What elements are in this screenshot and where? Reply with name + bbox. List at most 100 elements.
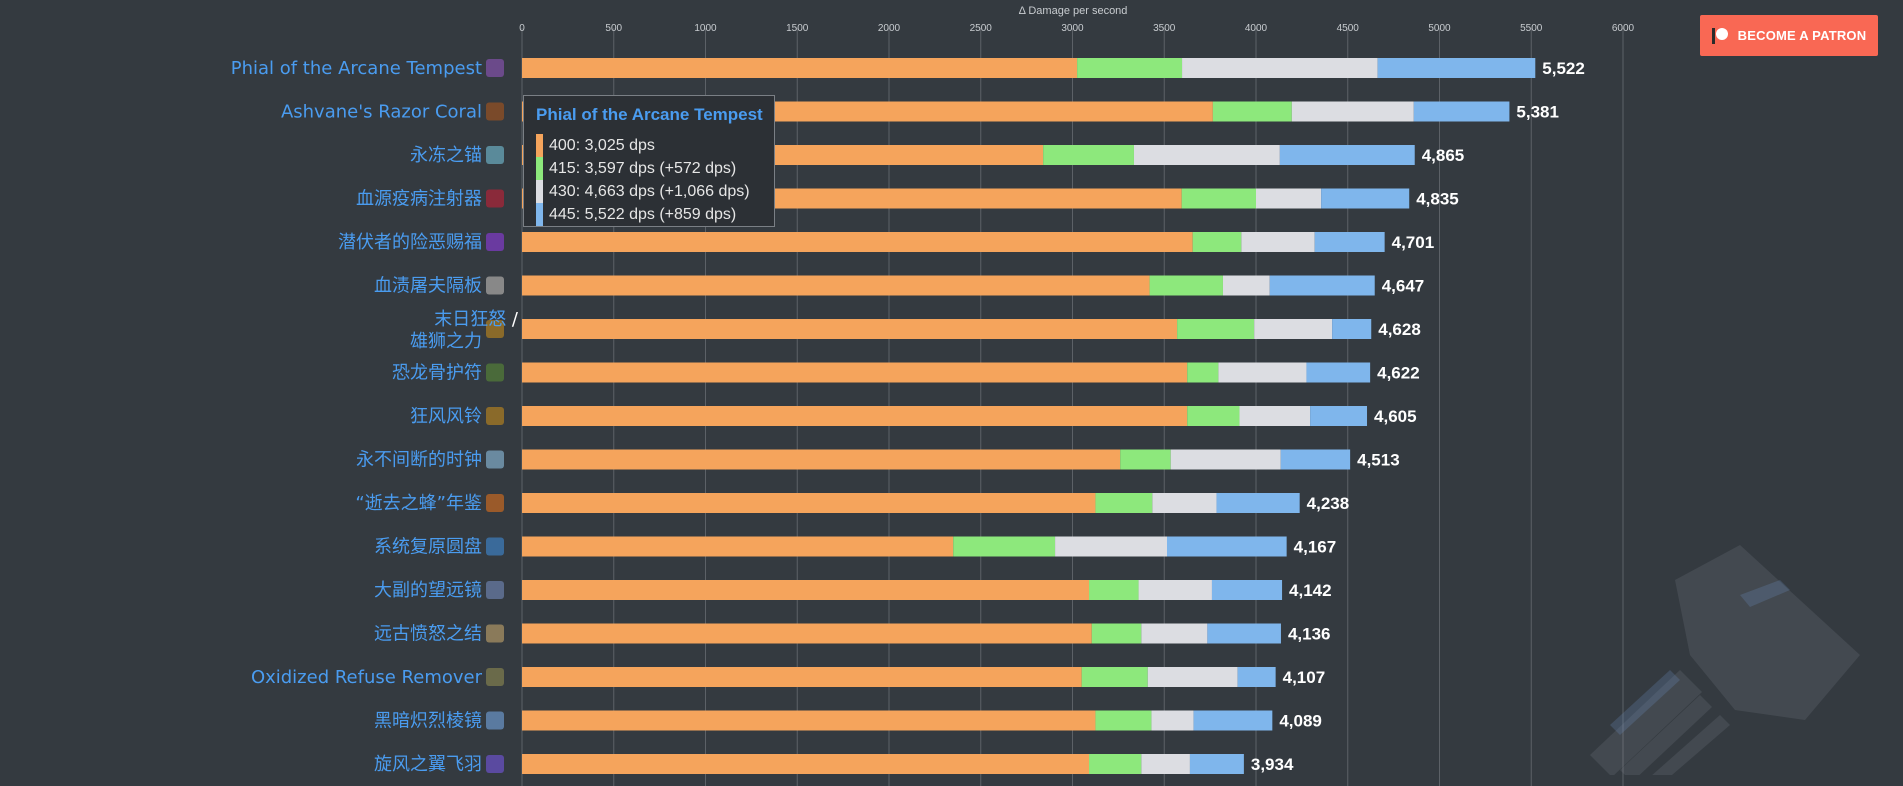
bar-segment-445 bbox=[1332, 319, 1372, 339]
become-patron-button[interactable]: BECOME A PATRON bbox=[1700, 15, 1878, 56]
bar-segment-400 bbox=[522, 449, 1121, 470]
bar-segment-400 bbox=[522, 58, 1078, 78]
bar-segment-415 bbox=[953, 536, 1056, 557]
bar-total-label: 4,238 bbox=[1307, 494, 1350, 513]
bar-segment-400 bbox=[522, 493, 1096, 513]
bar-segment-415 bbox=[1091, 623, 1142, 644]
feather-icon bbox=[486, 755, 504, 773]
dino-charm-icon bbox=[486, 363, 504, 382]
tooltip-row: 400: 3,025 dps bbox=[536, 134, 655, 157]
tooltip-swatch bbox=[536, 203, 543, 226]
category-label[interactable]: 系统复原圆盘 bbox=[374, 537, 482, 558]
category-label[interactable]: 恐龙骨护符 bbox=[392, 363, 482, 384]
bar-total-label: 4,835 bbox=[1416, 190, 1459, 209]
bar-total-label: 4,622 bbox=[1377, 364, 1420, 383]
bar-tooltip: Phial of the Arcane Tempest 400: 3,025 d… bbox=[523, 95, 775, 227]
bar-segment-415 bbox=[1192, 232, 1242, 252]
bar-total-label: 4,142 bbox=[1289, 581, 1332, 600]
bar-segment-415 bbox=[1187, 406, 1240, 426]
bar-segment-445 bbox=[1377, 58, 1536, 78]
bar-segment-430 bbox=[1218, 362, 1307, 383]
wind-chime-icon bbox=[486, 407, 504, 425]
bar-segment-430 bbox=[1241, 232, 1315, 252]
category-label[interactable]: Oxidized Refuse Remover bbox=[251, 667, 483, 688]
bar-segment-400 bbox=[522, 406, 1188, 426]
bar-total-label: 5,522 bbox=[1542, 59, 1585, 78]
bar-segment-415 bbox=[1120, 449, 1171, 470]
category-label[interactable]: 黑暗炽烈棱镜 bbox=[374, 711, 482, 732]
category-label[interactable]: 永冻之锚 bbox=[410, 145, 482, 166]
bar-segment-445 bbox=[1279, 145, 1415, 165]
bar-segment-430 bbox=[1141, 754, 1190, 774]
bar-segment-430 bbox=[1254, 319, 1333, 339]
category-label[interactable]: 远古愤怒之结 bbox=[374, 624, 482, 645]
bar-segment-430 bbox=[1055, 536, 1168, 557]
bar-segment-430 bbox=[1291, 101, 1414, 122]
bar-segment-430 bbox=[1151, 710, 1194, 731]
category-label[interactable]: Ashvane's Razor Coral bbox=[281, 102, 482, 123]
x-tick-label: 5000 bbox=[1428, 23, 1451, 34]
bar-total-label: 4,605 bbox=[1374, 407, 1417, 426]
x-tick-label: 1000 bbox=[694, 23, 717, 34]
category-label[interactable]: “逝去之蜂”年鉴 bbox=[355, 493, 482, 514]
bar-segment-415 bbox=[1187, 362, 1219, 383]
ancient-knot-icon bbox=[486, 624, 504, 643]
tooltip-row: 430: 4,663 dps (+1,066 dps) bbox=[536, 180, 750, 203]
x-tick-label: 4500 bbox=[1337, 23, 1360, 34]
category-label[interactable]: 狂风风铃 bbox=[410, 406, 482, 427]
purple-orb-icon bbox=[486, 233, 504, 251]
bar-segment-430 bbox=[1256, 188, 1322, 209]
bar-segment-430 bbox=[1138, 580, 1212, 600]
x-tick-label: 5500 bbox=[1520, 23, 1543, 34]
x-tick-label: 500 bbox=[605, 23, 622, 34]
tooltip-title: Phial of the Arcane Tempest bbox=[536, 105, 763, 124]
tooltip-row-text: 445: 5,522 dps (+859 dps) bbox=[549, 205, 737, 223]
bar-segment-415 bbox=[1095, 493, 1153, 513]
category-label[interactable]: 旋风之翼飞羽 bbox=[374, 754, 482, 775]
tooltip-row-text: 430: 4,663 dps (+1,066 dps) bbox=[549, 182, 750, 200]
bar-segment-400 bbox=[522, 232, 1193, 252]
category-label[interactable]: 永不间断的时钟 bbox=[356, 450, 482, 471]
wrathful-fury-icon bbox=[486, 320, 504, 338]
bar-segment-430 bbox=[1182, 58, 1378, 78]
bar-segment-415 bbox=[1181, 188, 1256, 209]
bar-segment-445 bbox=[1321, 188, 1410, 209]
bar-segment-400 bbox=[522, 623, 1092, 644]
patron-button-label: BECOME A PATRON bbox=[1737, 28, 1867, 43]
bar-segment-445 bbox=[1269, 275, 1375, 296]
category-label[interactable]: Phial of the Arcane Tempest bbox=[231, 58, 482, 79]
tooltip-swatch bbox=[536, 157, 543, 180]
tooltip-row-text: 400: 3,025 dps bbox=[549, 136, 655, 154]
x-tick-label: 6000 bbox=[1612, 23, 1635, 34]
tooltip-swatch bbox=[536, 180, 543, 203]
bar-segment-445 bbox=[1413, 101, 1510, 122]
category-label: 末日狂怒 / bbox=[434, 309, 519, 330]
bar-total-label: 4,647 bbox=[1382, 277, 1425, 296]
category-label[interactable]: 血渍屠夫隔板 bbox=[374, 276, 482, 297]
bar-segment-445 bbox=[1306, 362, 1371, 383]
bar-segment-415 bbox=[1043, 145, 1134, 165]
bar-total-label: 4,628 bbox=[1378, 320, 1421, 339]
bar-total-label: 4,513 bbox=[1357, 451, 1400, 470]
category-label[interactable]: 大副的望远镜 bbox=[374, 580, 482, 601]
clock-icon bbox=[486, 450, 504, 469]
category-label[interactable]: 潜伏者的险恶赐福 bbox=[338, 232, 482, 253]
bar-segment-445 bbox=[1211, 580, 1283, 600]
x-axis-title: Δ Damage per second bbox=[1019, 5, 1128, 17]
tooltip-row: 445: 5,522 dps (+859 dps) bbox=[536, 203, 736, 226]
bar-segment-415 bbox=[1081, 667, 1148, 687]
razor-coral-icon bbox=[486, 102, 504, 121]
bar-segment-400 bbox=[522, 275, 1150, 296]
tooltip-swatch bbox=[536, 134, 543, 157]
x-tick-label: 1500 bbox=[786, 23, 809, 34]
category-label[interactable]: 血源疫病注射器 bbox=[356, 189, 482, 210]
spyglass-icon bbox=[486, 581, 504, 599]
refuse-remover-icon bbox=[486, 668, 504, 686]
bar-segment-415 bbox=[1089, 580, 1139, 600]
blue-disk-icon bbox=[486, 537, 504, 556]
plague-injector-icon bbox=[486, 189, 504, 208]
frozen-anchor-icon bbox=[486, 146, 504, 164]
bar-segment-445 bbox=[1207, 623, 1281, 644]
x-tick-label: 3500 bbox=[1153, 23, 1176, 34]
x-tick-label: 2500 bbox=[970, 23, 993, 34]
